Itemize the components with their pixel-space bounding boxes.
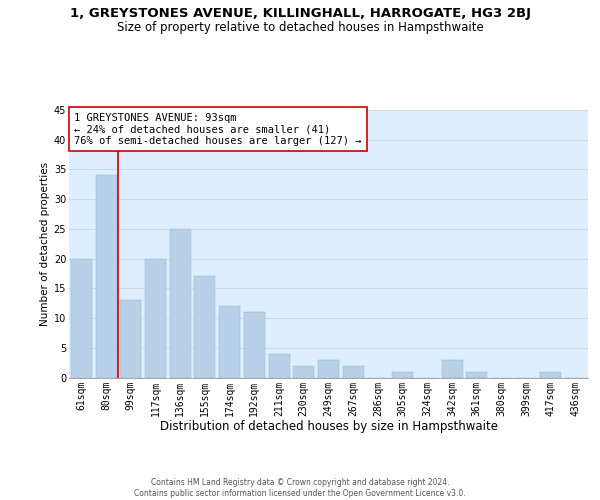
X-axis label: Distribution of detached houses by size in Hampsthwaite: Distribution of detached houses by size … <box>160 420 497 432</box>
Text: 1 GREYSTONES AVENUE: 93sqm
← 24% of detached houses are smaller (41)
76% of semi: 1 GREYSTONES AVENUE: 93sqm ← 24% of deta… <box>74 112 362 146</box>
Bar <box>343 366 364 378</box>
Bar <box>318 360 339 378</box>
Bar <box>466 372 487 378</box>
Bar <box>219 306 240 378</box>
Bar <box>170 229 191 378</box>
Bar <box>244 312 265 378</box>
Bar <box>541 372 562 378</box>
Bar <box>269 354 290 378</box>
Bar <box>194 276 215 378</box>
Bar <box>392 372 413 378</box>
Text: 1, GREYSTONES AVENUE, KILLINGHALL, HARROGATE, HG3 2BJ: 1, GREYSTONES AVENUE, KILLINGHALL, HARRO… <box>70 8 530 20</box>
Text: Size of property relative to detached houses in Hampsthwaite: Size of property relative to detached ho… <box>116 21 484 34</box>
Bar <box>120 300 141 378</box>
Bar <box>442 360 463 378</box>
Bar <box>293 366 314 378</box>
Bar <box>95 176 116 378</box>
Bar <box>145 258 166 378</box>
Text: Contains HM Land Registry data © Crown copyright and database right 2024.
Contai: Contains HM Land Registry data © Crown c… <box>134 478 466 498</box>
Y-axis label: Number of detached properties: Number of detached properties <box>40 162 50 326</box>
Bar <box>71 258 92 378</box>
